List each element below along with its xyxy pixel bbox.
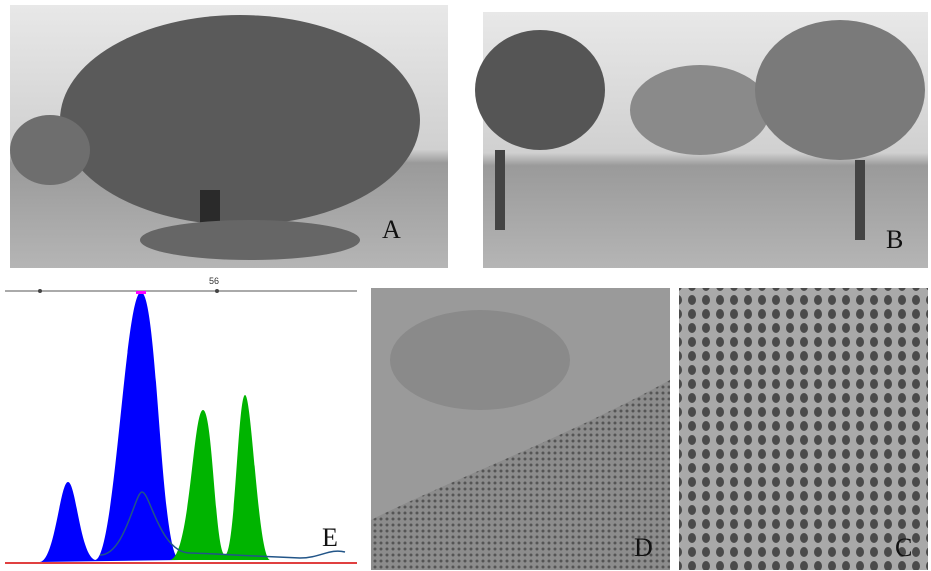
- tree-crown: [755, 20, 925, 160]
- panel-label: E: [322, 523, 338, 552]
- panel-label: C: [895, 533, 912, 562]
- micrograph-c: [679, 288, 928, 570]
- tree-crown: [60, 15, 420, 225]
- marker: [136, 291, 146, 294]
- axis-dot: [215, 289, 219, 293]
- shadow: [140, 220, 360, 260]
- axis-dot: [38, 289, 42, 293]
- texture: [390, 310, 570, 410]
- panel-label: B: [886, 225, 903, 254]
- page: {"panels": [{"label": "A"}, {"label": "B…: [0, 0, 931, 571]
- tree-crown: [630, 65, 770, 155]
- tree-crown: [475, 30, 605, 150]
- panel-b: B: [475, 12, 928, 268]
- panel-e: 56 E: [5, 276, 357, 563]
- panel-d: D: [371, 288, 670, 570]
- peak-blue: [40, 292, 180, 562]
- peak-green: [170, 395, 270, 560]
- panel-label: A: [382, 215, 401, 244]
- panel-c: C: [679, 288, 928, 570]
- bush: [10, 115, 90, 185]
- panel-a: A: [10, 5, 448, 268]
- tick-label: 56: [209, 276, 219, 286]
- trunk: [855, 160, 865, 240]
- panel-label: D: [634, 533, 653, 562]
- figure: A B 56 E D C: [0, 0, 931, 571]
- trunk: [495, 150, 505, 230]
